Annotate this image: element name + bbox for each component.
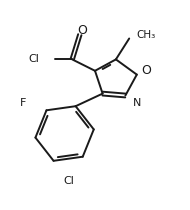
Text: N: N — [133, 98, 141, 108]
Text: O: O — [141, 64, 151, 77]
Text: Cl: Cl — [29, 54, 40, 64]
Text: O: O — [77, 24, 87, 37]
Text: CH₃: CH₃ — [137, 30, 156, 40]
Text: Cl: Cl — [63, 176, 74, 186]
Text: F: F — [20, 98, 26, 108]
